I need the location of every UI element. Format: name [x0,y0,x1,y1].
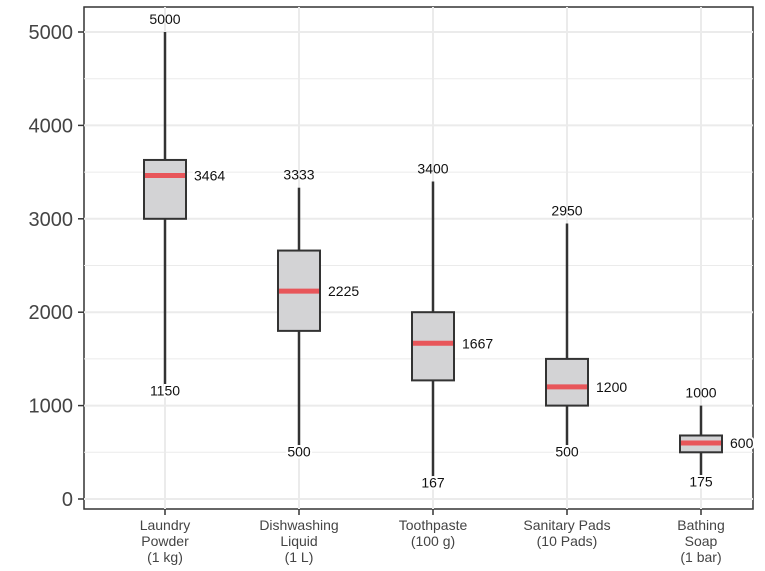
y-tick-label: 2000 [29,302,74,324]
x-tick-label: Bathing Soap (1 bar) [677,517,724,565]
min-label: 500 [287,443,311,459]
data-labels: 5000 1150 3464 3333 500 2225 3400 167 1667 2950 50… [148,11,756,492]
y-tick-label: 3000 [29,209,74,231]
max-label: 5000 [149,11,180,27]
min-label: 1150 [150,383,180,399]
x-tick-label: Sanitary Pads (10 Pads) [523,517,610,549]
x-tick-label: Dishwashing Liquid (1 L) [259,517,338,565]
max-label: 3400 [417,160,448,176]
box [545,357,589,407]
y-tick-label: 5000 [29,22,74,44]
y-tick-label: 4000 [29,115,74,137]
median-label: 2225 [328,283,359,299]
max-label: 1000 [685,385,716,401]
x-tick-label: Toothpaste (100 g) [399,517,468,549]
median-label: 3464 [194,167,225,183]
median-label: 1200 [596,379,627,395]
y-tick-label: 0 [62,489,73,511]
min-label: 167 [421,474,445,490]
median-label: 600 [730,435,754,451]
max-label: 2950 [551,202,582,218]
axes: 0 1000 2000 3000 4000 5000 Laundry Powder (1 kg)… [29,22,725,565]
min-label: 175 [689,474,713,490]
boxes [143,32,723,484]
median-label: 1667 [462,335,493,351]
y-tick-label: 1000 [29,396,74,418]
max-label: 3333 [283,167,314,183]
box [411,311,455,382]
min-label: 500 [555,443,579,459]
box [143,158,187,220]
plot-panel [83,6,754,510]
x-tick-label: Laundry Powder (1 kg) [140,517,191,565]
